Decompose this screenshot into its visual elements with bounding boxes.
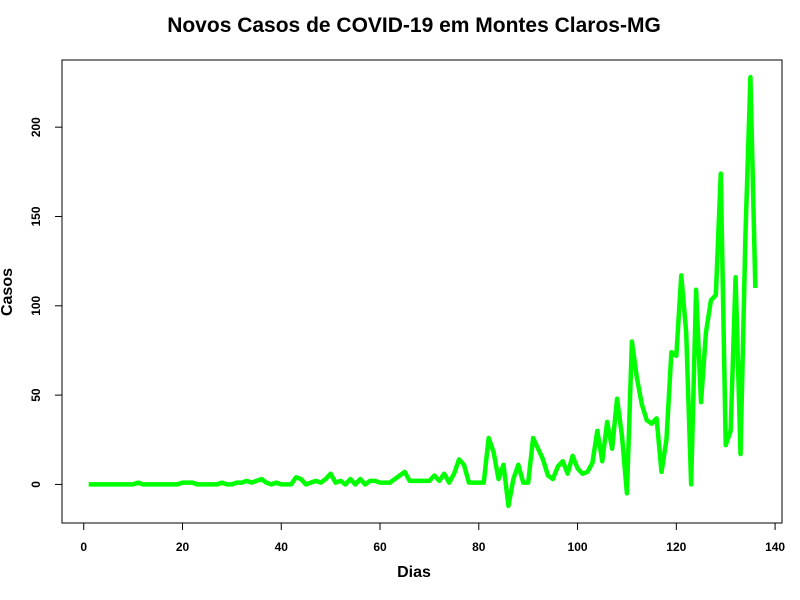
y-tick-label: 100 — [29, 295, 43, 315]
x-tick-label: 40 — [275, 540, 289, 554]
y-axis-label: Casos — [0, 268, 16, 316]
data-line — [88, 74, 758, 509]
plot-box — [61, 59, 783, 524]
x-tick-label: 60 — [373, 540, 387, 554]
x-tick-label: 100 — [568, 540, 588, 554]
y-tick-label: 50 — [29, 388, 43, 402]
x-tick-label: 140 — [765, 540, 785, 554]
y-tick-label: 0 — [29, 481, 43, 488]
x-tick-label: 20 — [176, 540, 190, 554]
x-tick-label: 80 — [472, 540, 486, 554]
y-tick-label: 200 — [29, 117, 43, 137]
chart-title: Novos Casos de COVID-19 em Montes Claros… — [167, 14, 661, 37]
x-axis-label: Dias — [397, 564, 431, 581]
y-tick-label: 150 — [29, 206, 43, 226]
x-tick-label: 120 — [666, 540, 686, 554]
x-tick-label: 0 — [80, 540, 87, 554]
